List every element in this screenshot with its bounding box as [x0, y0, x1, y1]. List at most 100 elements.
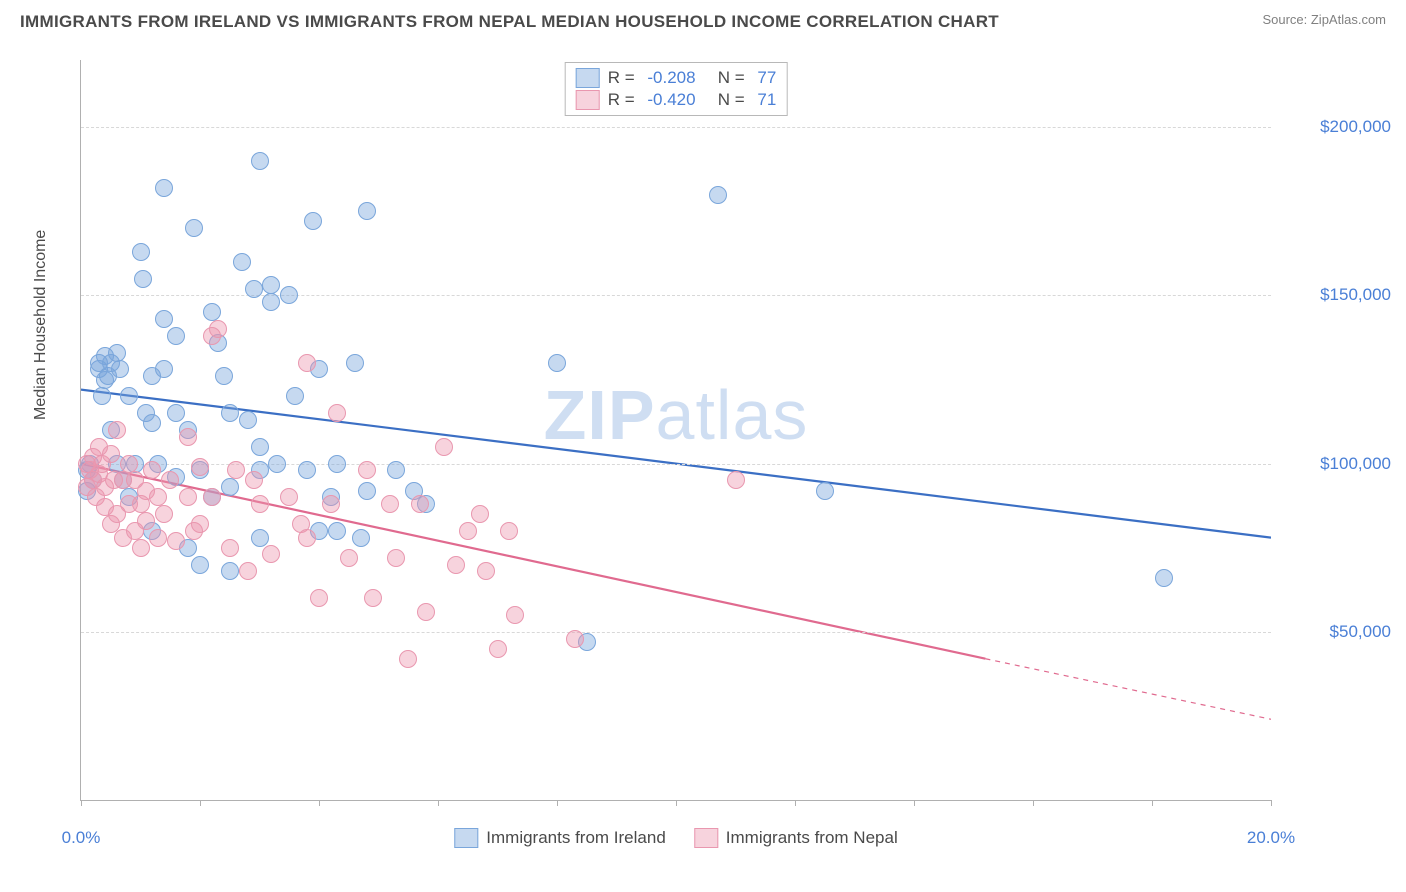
data-point: [489, 640, 507, 658]
plot-region: ZIPatlas R = -0.208 N = 77R = -0.420 N =…: [80, 60, 1271, 801]
x-tick-mark: [1152, 800, 1153, 806]
data-point: [251, 529, 269, 547]
data-point: [155, 310, 173, 328]
data-point: [245, 471, 263, 489]
data-point: [399, 650, 417, 668]
data-point: [298, 354, 316, 372]
legend-series-item: Immigrants from Ireland: [454, 828, 666, 848]
x-tick-mark: [557, 800, 558, 806]
data-point: [167, 327, 185, 345]
data-point: [548, 354, 566, 372]
data-point: [221, 404, 239, 422]
data-point: [149, 488, 167, 506]
data-point: [352, 529, 370, 547]
data-point: [227, 461, 245, 479]
legend-series-item: Immigrants from Nepal: [694, 828, 898, 848]
data-point: [298, 461, 316, 479]
data-point: [268, 455, 286, 473]
gridline: [81, 295, 1271, 296]
data-point: [262, 545, 280, 563]
x-tick-mark: [914, 800, 915, 806]
x-tick-mark: [1033, 800, 1034, 806]
data-point: [262, 276, 280, 294]
data-point: [137, 512, 155, 530]
data-point: [203, 488, 221, 506]
data-point: [155, 179, 173, 197]
data-point: [102, 445, 120, 463]
data-point: [167, 404, 185, 422]
data-point: [280, 488, 298, 506]
data-point: [161, 471, 179, 489]
gridline: [81, 127, 1271, 128]
trend-line-extension: [985, 659, 1271, 720]
data-point: [500, 522, 518, 540]
data-point: [251, 495, 269, 513]
gridline: [81, 632, 1271, 633]
trend-lines: [81, 60, 1271, 800]
r-value: -0.420: [647, 90, 695, 110]
data-point: [447, 556, 465, 574]
y-axis-label: Median Household Income: [32, 230, 50, 420]
n-label: N =: [704, 90, 750, 110]
data-point: [411, 495, 429, 513]
data-point: [191, 556, 209, 574]
data-point: [506, 606, 524, 624]
data-point: [120, 455, 138, 473]
data-point: [322, 495, 340, 513]
x-tick-label-right: 20.0%: [1247, 828, 1295, 848]
data-point: [134, 270, 152, 288]
data-point: [111, 360, 129, 378]
data-point: [251, 438, 269, 456]
data-point: [245, 280, 263, 298]
legend-swatch: [454, 828, 478, 848]
data-point: [120, 387, 138, 405]
y-tick-label: $50,000: [1281, 622, 1391, 642]
data-point: [251, 152, 269, 170]
data-point: [203, 303, 221, 321]
series-legend: Immigrants from Ireland Immigrants from N…: [454, 828, 897, 848]
data-point: [280, 286, 298, 304]
data-point: [727, 471, 745, 489]
x-tick-mark: [200, 800, 201, 806]
correlation-legend: R = -0.208 N = 77R = -0.420 N = 71: [565, 62, 788, 116]
r-label: R =: [608, 68, 640, 88]
legend-swatch: [576, 90, 600, 110]
data-point: [477, 562, 495, 580]
data-point: [471, 505, 489, 523]
data-point: [155, 360, 173, 378]
data-point: [149, 529, 167, 547]
data-point: [108, 421, 126, 439]
data-point: [179, 488, 197, 506]
x-tick-mark: [676, 800, 677, 806]
data-point: [233, 253, 251, 271]
data-point: [239, 411, 257, 429]
data-point: [167, 532, 185, 550]
data-point: [566, 630, 584, 648]
chart-title: IMMIGRANTS FROM IRELAND VS IMMIGRANTS FR…: [20, 12, 999, 32]
data-point: [364, 589, 382, 607]
x-tick-mark: [795, 800, 796, 806]
legend-swatch: [576, 68, 600, 88]
data-point: [132, 243, 150, 261]
data-point: [298, 529, 316, 547]
data-point: [132, 539, 150, 557]
data-point: [310, 589, 328, 607]
data-point: [328, 455, 346, 473]
data-point: [286, 387, 304, 405]
n-value: 77: [757, 68, 776, 88]
data-point: [185, 219, 203, 237]
data-point: [221, 478, 239, 496]
data-point: [435, 438, 453, 456]
x-tick-mark: [81, 800, 82, 806]
data-point: [304, 212, 322, 230]
legend-series-label: Immigrants from Nepal: [726, 828, 898, 848]
y-tick-label: $100,000: [1281, 454, 1391, 474]
data-point: [143, 461, 161, 479]
data-point: [221, 562, 239, 580]
data-point: [262, 293, 280, 311]
x-tick-mark: [438, 800, 439, 806]
data-point: [108, 344, 126, 362]
data-point: [209, 320, 227, 338]
chart-header: IMMIGRANTS FROM IRELAND VS IMMIGRANTS FR…: [0, 0, 1406, 40]
data-point: [459, 522, 477, 540]
